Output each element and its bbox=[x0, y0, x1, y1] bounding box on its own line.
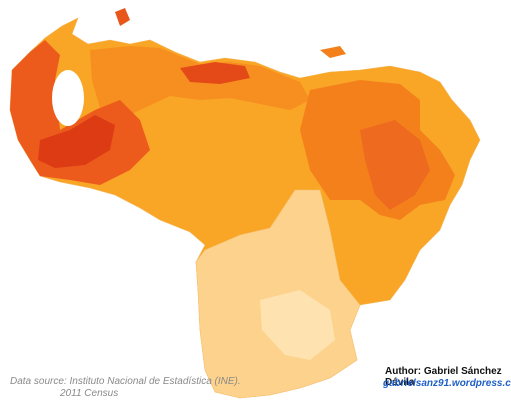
author-text: Author: Gabriel Sánchez Dávila bbox=[385, 366, 502, 388]
andes-dark bbox=[38, 115, 115, 168]
south-region-pale bbox=[260, 290, 335, 360]
monagas-dark bbox=[360, 120, 430, 210]
lake-maracaibo bbox=[52, 70, 84, 126]
capital-region bbox=[180, 62, 250, 84]
source-text: Data source: Instituto Nacional de Estad… bbox=[10, 376, 241, 387]
website-text: gabrielsanz91.wordpress.com bbox=[383, 378, 511, 389]
island bbox=[320, 46, 346, 58]
north-region bbox=[90, 46, 310, 120]
island bbox=[115, 8, 130, 26]
census-text: 2011 Census bbox=[60, 388, 119, 399]
